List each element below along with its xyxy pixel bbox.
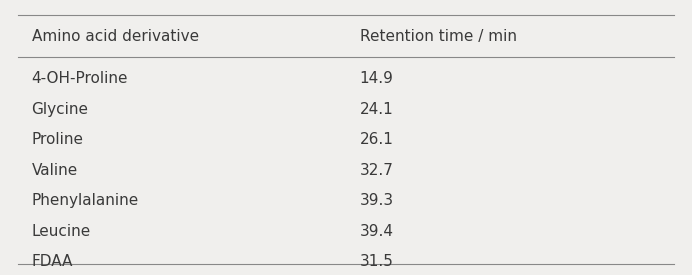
Text: 39.3: 39.3 [360,193,394,208]
Text: 26.1: 26.1 [360,132,394,147]
Text: FDAA: FDAA [32,254,73,269]
Text: 14.9: 14.9 [360,71,394,86]
Text: Glycine: Glycine [32,101,89,117]
Text: 31.5: 31.5 [360,254,394,269]
Text: Proline: Proline [32,132,84,147]
Text: Valine: Valine [32,163,78,178]
Text: 32.7: 32.7 [360,163,394,178]
Text: 24.1: 24.1 [360,101,394,117]
Text: Leucine: Leucine [32,224,91,239]
Text: Amino acid derivative: Amino acid derivative [32,29,199,43]
Text: 39.4: 39.4 [360,224,394,239]
Text: Phenylalanine: Phenylalanine [32,193,139,208]
Text: 4-OH-Proline: 4-OH-Proline [32,71,128,86]
Text: Retention time / min: Retention time / min [360,29,517,43]
